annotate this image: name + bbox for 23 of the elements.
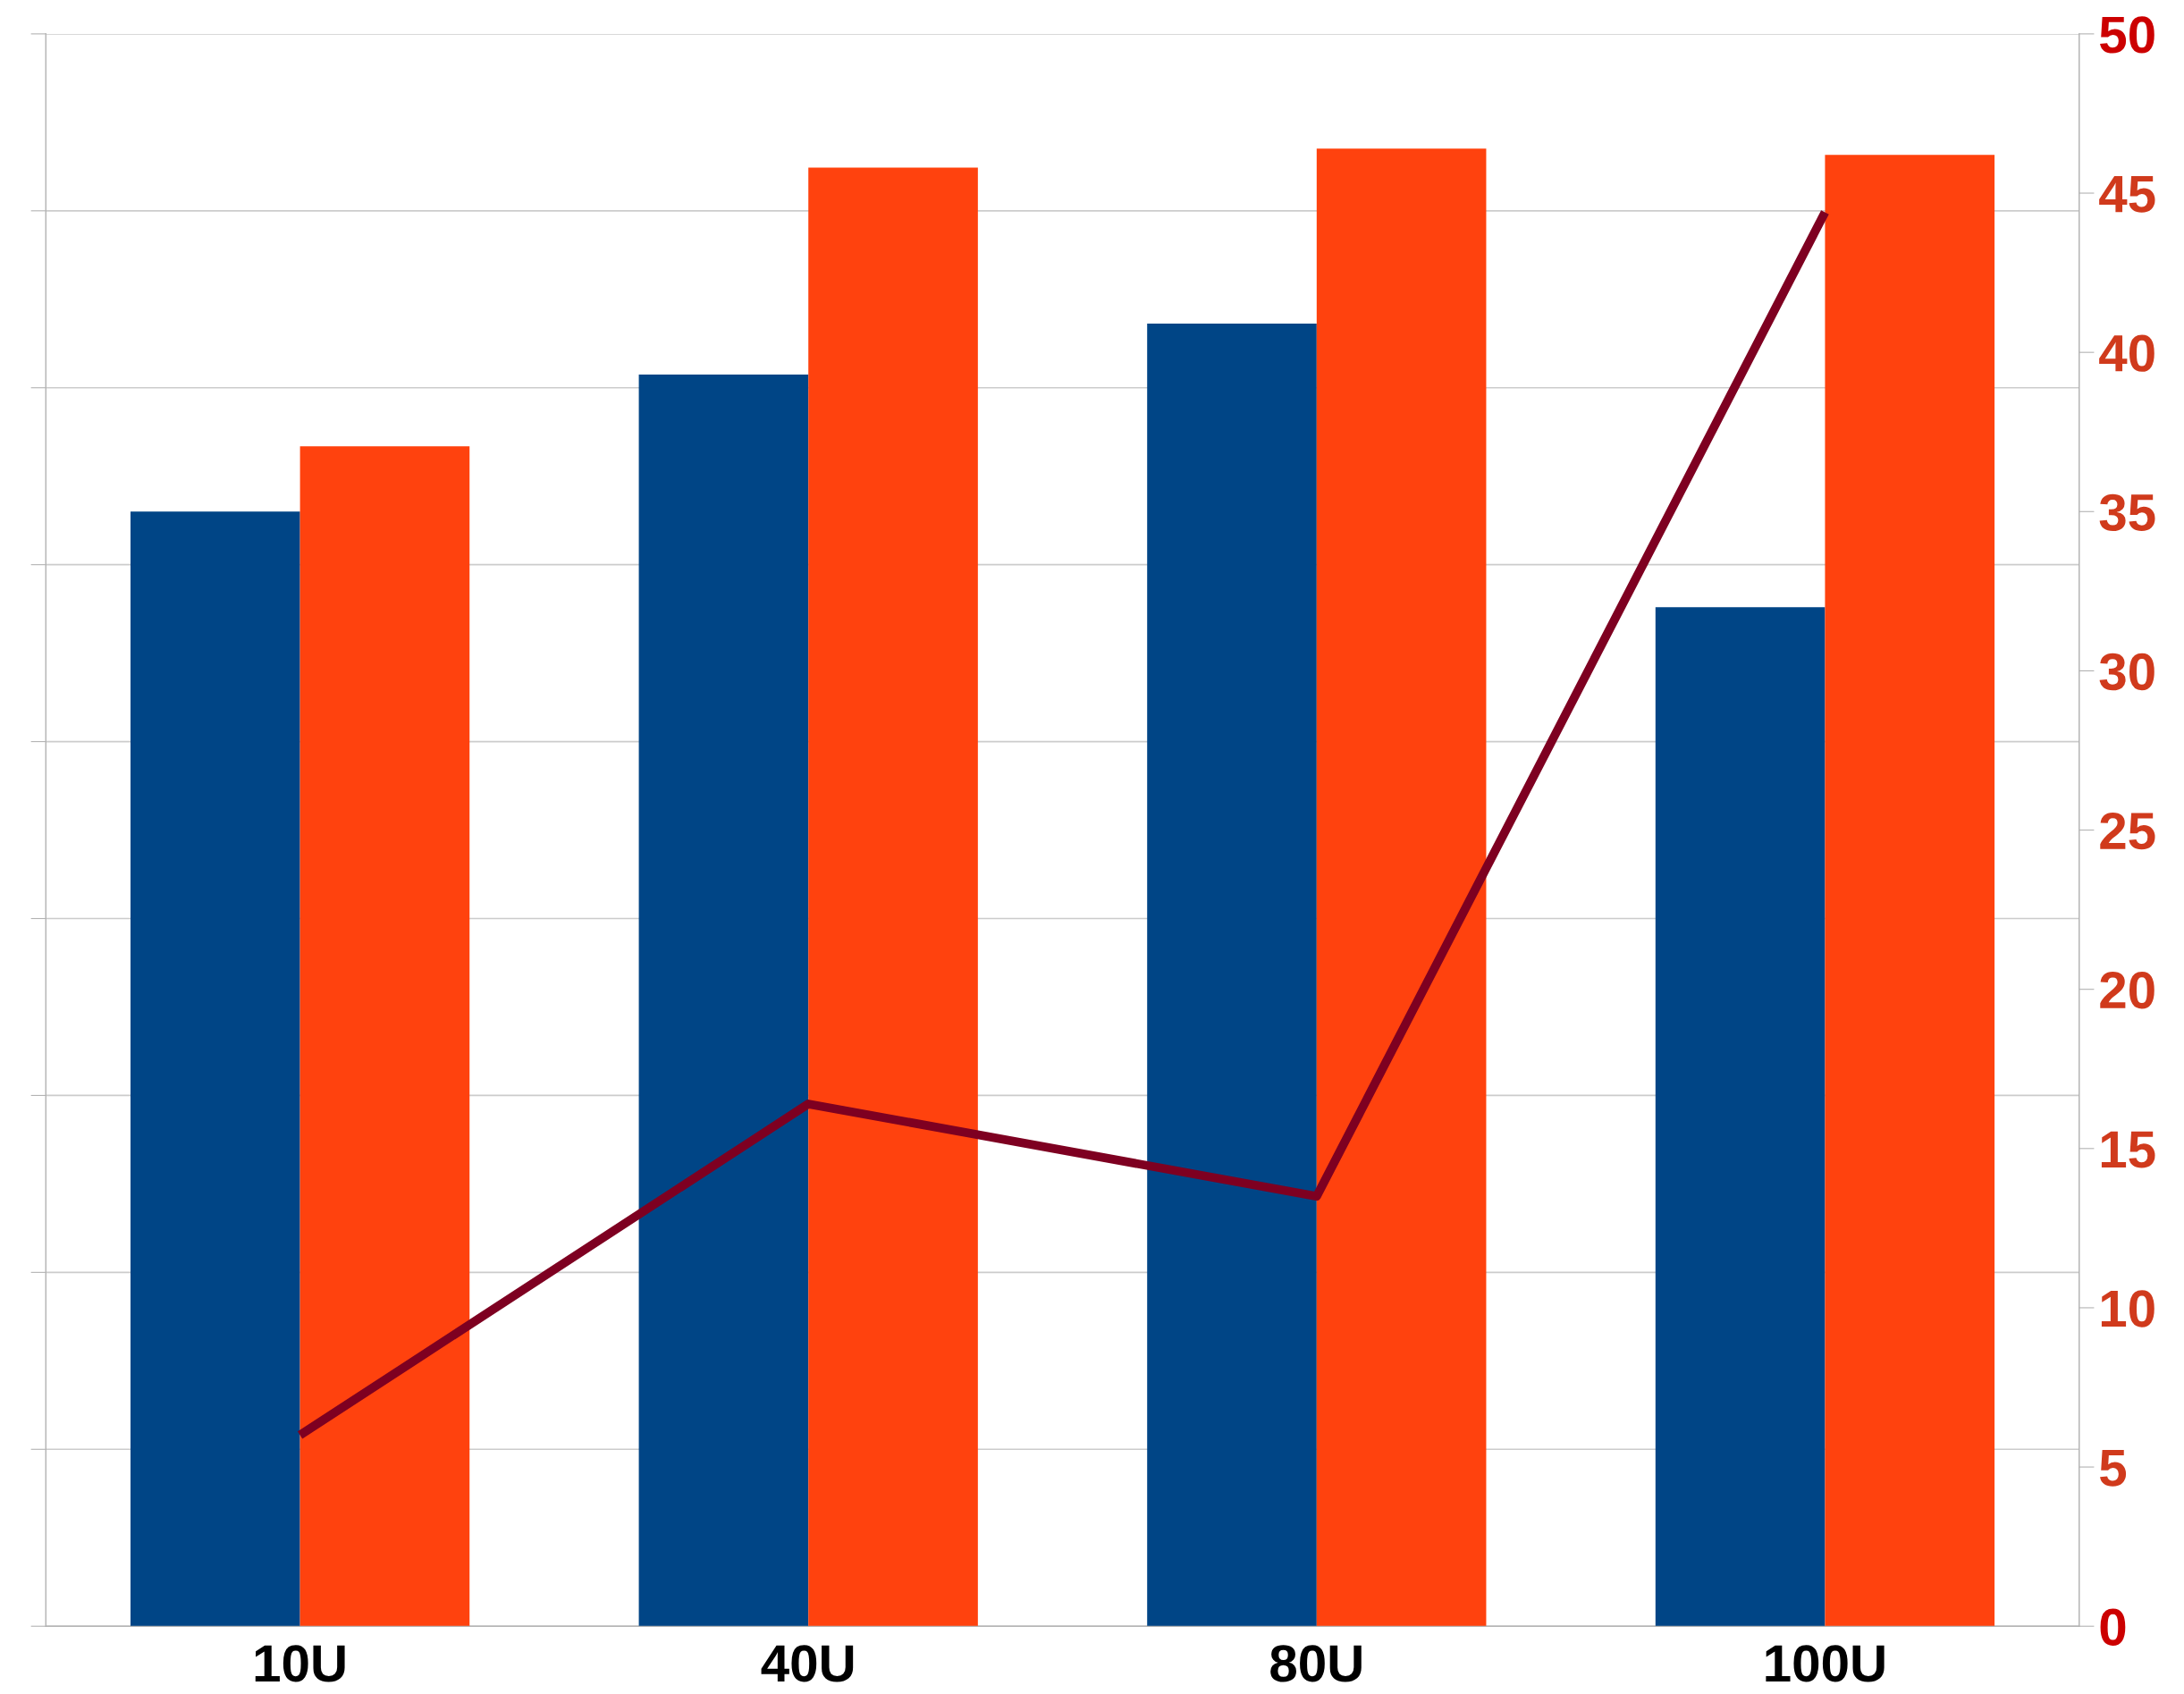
y2-tick-label: 30: [2099, 653, 2154, 691]
x-tick-label: 10U: [255, 1645, 345, 1682]
y2-tick-label: 0: [2100, 1608, 2126, 1646]
x-tick-label: 80U: [1270, 1645, 1362, 1682]
bar: [808, 167, 978, 1627]
y2-tick-label: 50: [2100, 16, 2154, 54]
bar: [1655, 607, 1826, 1627]
y2-tick-label: 40: [2099, 334, 2154, 372]
y2-tick-label: 5: [2100, 1450, 2127, 1487]
x-tick-label: 40U: [761, 1645, 854, 1682]
x-tick-label: 100U: [1766, 1645, 1885, 1682]
y2-tick-label: 25: [2100, 812, 2155, 850]
y2-tick-label: 20: [2100, 972, 2154, 1009]
bar: [1825, 155, 1995, 1627]
y2-tick-label: 15: [2101, 1131, 2155, 1168]
y2-tick-label: 45: [2099, 176, 2155, 213]
y2-tick-label: 10: [2101, 1290, 2154, 1327]
y2-tick-label: 35: [2099, 493, 2155, 532]
bar: [638, 375, 809, 1627]
bar: [130, 511, 300, 1627]
bar: [1147, 324, 1317, 1627]
bar: [299, 446, 470, 1627]
bar: [1316, 148, 1487, 1627]
